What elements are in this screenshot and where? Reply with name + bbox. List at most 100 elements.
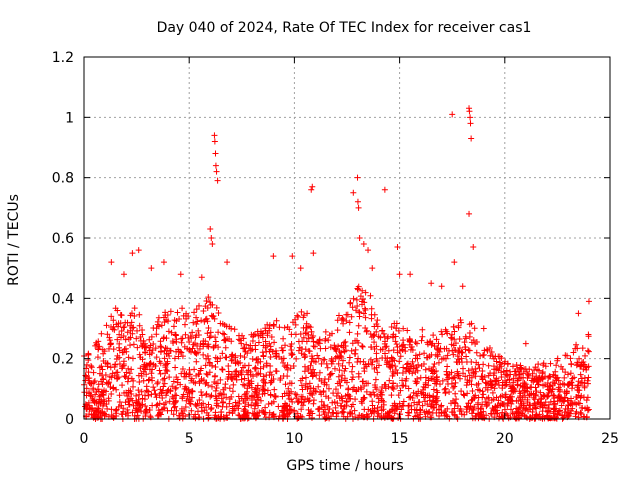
- data-point: [430, 386, 437, 393]
- data-point: [325, 395, 332, 402]
- data-point: [374, 413, 381, 420]
- data-point: [306, 380, 313, 387]
- data-point: [444, 380, 451, 387]
- data-point: [144, 388, 151, 395]
- y-tick-label: 0: [65, 412, 74, 428]
- data-point: [316, 369, 323, 376]
- data-point: [298, 345, 305, 352]
- data-point: [194, 342, 201, 349]
- data-point: [113, 356, 120, 363]
- data-point: [333, 392, 340, 399]
- data-point: [389, 384, 396, 391]
- data-point: [565, 382, 572, 389]
- data-point: [354, 358, 361, 365]
- data-point: [585, 348, 592, 355]
- data-point: [135, 247, 142, 254]
- data-point: [512, 415, 519, 422]
- data-point: [487, 378, 494, 385]
- data-point: [224, 259, 231, 266]
- data-point: [280, 359, 287, 366]
- data-point: [412, 378, 419, 385]
- data-point: [196, 397, 203, 404]
- data-point: [141, 392, 148, 399]
- data-point: [443, 328, 450, 335]
- data-point: [360, 310, 367, 317]
- data-point: [456, 407, 463, 414]
- data-point: [245, 381, 252, 388]
- data-point: [288, 388, 295, 395]
- data-point: [239, 332, 246, 339]
- data-point: [583, 397, 590, 404]
- data-point: [286, 409, 293, 416]
- data-point: [455, 372, 462, 379]
- data-point: [94, 354, 101, 361]
- data-point: [252, 342, 259, 349]
- data-point: [453, 396, 460, 403]
- data-point: [465, 400, 472, 407]
- data-point: [150, 384, 157, 391]
- data-point: [114, 375, 121, 382]
- data-point: [289, 351, 296, 358]
- data-point: [148, 374, 155, 381]
- data-point: [218, 395, 225, 402]
- data-point: [470, 407, 477, 414]
- data-point: [468, 397, 475, 404]
- data-point: [231, 326, 238, 333]
- data-point: [400, 382, 407, 389]
- data-point: [160, 335, 167, 342]
- data-point: [373, 350, 380, 357]
- data-point: [214, 177, 221, 184]
- data-point: [573, 362, 580, 369]
- data-point: [492, 403, 499, 410]
- data-point: [100, 375, 107, 382]
- data-point: [483, 380, 490, 387]
- data-point: [471, 395, 478, 402]
- data-point: [112, 361, 119, 368]
- data-point: [435, 406, 442, 413]
- data-point: [138, 370, 145, 377]
- data-point: [108, 406, 115, 413]
- data-point: [298, 382, 305, 389]
- data-point: [159, 387, 166, 394]
- data-point: [371, 323, 378, 330]
- data-point: [451, 374, 458, 381]
- data-point: [220, 330, 227, 337]
- data-point: [540, 382, 547, 389]
- data-point: [419, 402, 426, 409]
- data-point: [232, 399, 239, 406]
- data-point: [335, 360, 342, 367]
- data-point: [98, 363, 105, 370]
- data-point: [277, 377, 284, 384]
- data-point: [359, 287, 366, 294]
- data-point: [558, 402, 565, 409]
- data-point: [264, 330, 271, 337]
- x-tick-label: 10: [285, 431, 303, 447]
- data-point: [479, 394, 486, 401]
- data-point: [404, 360, 411, 367]
- data-point: [237, 352, 244, 359]
- data-point: [270, 411, 277, 418]
- data-point: [535, 367, 542, 374]
- data-point: [238, 376, 245, 383]
- data-point: [559, 380, 566, 387]
- data-point: [582, 352, 589, 359]
- data-point: [470, 394, 477, 401]
- data-point: [136, 391, 143, 398]
- data-point: [418, 362, 425, 369]
- data-point: [467, 114, 474, 121]
- data-point: [485, 381, 492, 388]
- data-point: [525, 372, 532, 379]
- data-point: [247, 371, 254, 378]
- data-point: [98, 398, 105, 405]
- data-point: [546, 373, 553, 380]
- data-point: [495, 397, 502, 404]
- data-point: [458, 411, 465, 418]
- data-point: [191, 366, 198, 373]
- x-tick-label: 15: [391, 431, 409, 447]
- data-point: [299, 375, 306, 382]
- data-point: [125, 354, 132, 361]
- data-point: [334, 317, 341, 324]
- data-point: [310, 338, 317, 345]
- data-point: [222, 344, 229, 351]
- data-point: [190, 341, 197, 348]
